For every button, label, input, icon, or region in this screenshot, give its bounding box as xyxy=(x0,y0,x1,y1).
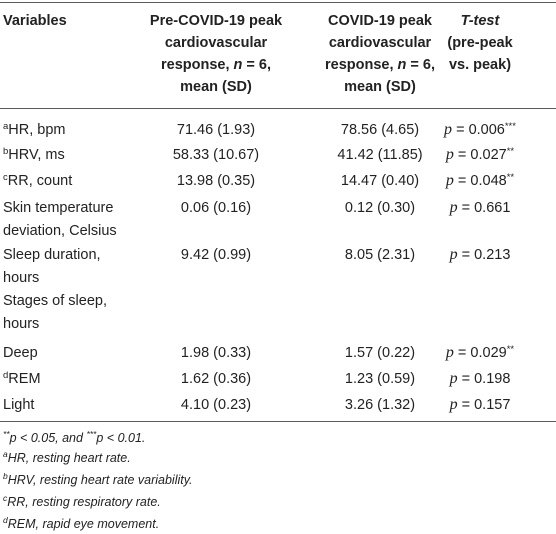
row-label: dREM xyxy=(3,370,41,387)
covid-value: 78.56 (4.65) xyxy=(340,122,420,138)
row-label: cRR, count xyxy=(3,172,73,189)
p-value: p = 0.027** xyxy=(445,146,515,163)
table-top-rule xyxy=(0,2,556,3)
significance-stars: *** xyxy=(504,121,516,132)
pre-covid-value: 4.10 (0.23) xyxy=(180,397,252,413)
significance-text-1: p < 0.05, and xyxy=(9,431,87,445)
pre-covid-value: 1.62 (0.36) xyxy=(180,371,252,387)
pre-covid-value: 9.42 (0.99) xyxy=(180,247,252,263)
significance-stars: ** xyxy=(506,344,515,355)
footnote-item: aHR, resting heart rate. xyxy=(3,449,131,465)
footnote-superscript: c xyxy=(3,493,8,503)
pre-covid-value: 71.46 (1.93) xyxy=(176,122,256,138)
header-covid-line-n: response, n = 6, xyxy=(324,57,435,73)
header-pre-line: Pre-COVID-19 peak xyxy=(149,13,283,29)
pre-covid-value: 0.06 (0.16) xyxy=(180,200,252,216)
pre-covid-value: 1.98 (0.33) xyxy=(180,345,252,361)
header-covid-line: COVID-19 peak xyxy=(328,13,432,29)
header-ttest-line: T-test xyxy=(460,13,500,29)
row-label: deviation, Celsius xyxy=(3,223,117,239)
footnote-item: dREM, rapid eye movement. xyxy=(3,515,160,531)
row-label: aHR, bpm xyxy=(3,121,66,138)
row-label: hours xyxy=(3,316,40,332)
row-label-superscript: b xyxy=(3,146,9,157)
row-label-superscript: a xyxy=(3,121,9,132)
table-bottom-rule xyxy=(0,421,556,422)
covid-value: 0.12 (0.30) xyxy=(344,200,416,216)
header-covid-line: mean (SD) xyxy=(344,79,416,95)
footnote-item: bHRV, resting heart rate variability. xyxy=(3,471,193,487)
header-bottom-rule xyxy=(0,108,556,109)
covid-value: 1.57 (0.22) xyxy=(344,345,416,361)
stars-triple: *** xyxy=(86,429,97,439)
header-ttest-line: vs. peak) xyxy=(448,57,512,73)
significance-stars: ** xyxy=(506,172,515,183)
header-ttest-line: (pre-peak xyxy=(447,35,513,51)
p-value: p = 0.006*** xyxy=(444,121,516,138)
footnote-superscript: b xyxy=(3,471,8,481)
row-label: Sleep duration, xyxy=(3,247,101,263)
significance-stars: ** xyxy=(506,146,515,157)
header-pre-line: cardiovascular xyxy=(164,35,268,51)
footnote-superscript: a xyxy=(3,449,8,459)
footnote-item: cRR, resting respiratory rate. xyxy=(3,493,161,509)
row-label: Light xyxy=(3,397,35,413)
p-value: p = 0.029** xyxy=(445,344,515,361)
covid-value: 14.47 (0.40) xyxy=(340,173,420,189)
significance-footnote: **p < 0.05, and ***p < 0.01. xyxy=(3,430,145,447)
covid-value: 41.42 (11.85) xyxy=(337,147,423,163)
row-label: Deep xyxy=(3,345,38,361)
covid-value: 3.26 (1.32) xyxy=(344,397,416,413)
header-covid-line: cardiovascular xyxy=(328,35,432,51)
row-label: bHRV, ms xyxy=(3,146,65,163)
significance-text-2: p < 0.01. xyxy=(96,431,146,445)
pre-covid-value: 13.98 (0.35) xyxy=(176,173,256,189)
row-label-superscript: c xyxy=(3,172,8,183)
row-label: Skin temperature xyxy=(3,200,114,216)
p-value: p = 0.157 xyxy=(449,396,511,413)
covid-value: 8.05 (2.31) xyxy=(344,247,416,263)
p-value: p = 0.213 xyxy=(449,246,511,263)
p-value: p = 0.661 xyxy=(449,199,511,216)
footnote-superscript: d xyxy=(3,515,8,525)
row-label-superscript: d xyxy=(3,370,9,381)
row-label: Stages of sleep, xyxy=(3,293,107,309)
row-label: hours xyxy=(3,270,40,286)
p-value: p = 0.198 xyxy=(449,370,511,387)
header-pre-line: mean (SD) xyxy=(180,79,252,95)
stars-double: ** xyxy=(3,429,10,439)
pre-covid-value: 58.33 (10.67) xyxy=(172,147,260,163)
header-pre-line-n: response, n = 6, xyxy=(160,57,271,73)
p-value: p = 0.048** xyxy=(445,172,515,189)
header-variables: Variables xyxy=(3,13,67,29)
covid-value: 1.23 (0.59) xyxy=(344,371,416,387)
